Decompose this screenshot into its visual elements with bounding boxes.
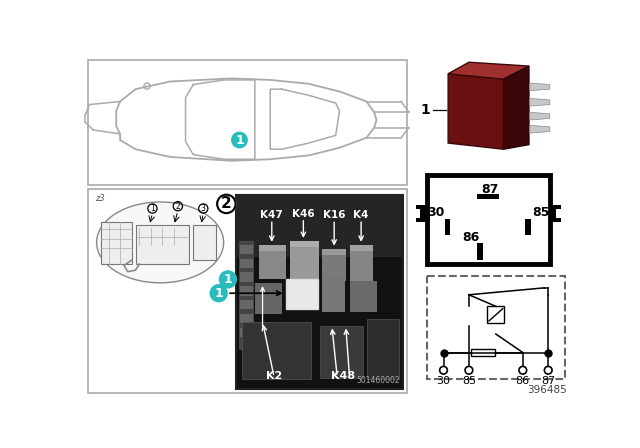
Text: 2: 2 [221, 196, 232, 211]
Bar [236, 195, 403, 389]
Circle shape [217, 195, 236, 213]
Circle shape [232, 132, 247, 148]
Text: K2: K2 [266, 371, 282, 381]
Text: 85: 85 [462, 376, 476, 386]
Text: 87: 87 [481, 183, 499, 196]
Bar [349, 245, 372, 251]
Text: 396485: 396485 [527, 385, 566, 395]
Text: 87: 87 [541, 376, 556, 386]
Bar [240, 286, 253, 296]
Text: K47: K47 [260, 210, 283, 220]
Bar [445, 219, 451, 236]
Text: 1: 1 [214, 287, 223, 300]
Text: K48: K48 [332, 371, 355, 381]
Text: 86: 86 [463, 231, 480, 244]
Bar [88, 189, 407, 392]
Text: 1: 1 [235, 134, 244, 146]
Bar [255, 283, 282, 314]
Text: 30: 30 [427, 206, 445, 219]
Bar [438, 58, 545, 155]
Bar [349, 281, 376, 312]
Polygon shape [530, 99, 550, 106]
Text: 86: 86 [516, 376, 530, 386]
Bar [322, 249, 346, 281]
Bar [427, 276, 565, 379]
Bar [322, 278, 345, 313]
Bar [88, 60, 407, 185]
Bar [193, 225, 216, 260]
Text: 2: 2 [175, 202, 180, 211]
Bar [101, 222, 132, 264]
Bar [242, 322, 311, 379]
Text: K4: K4 [353, 210, 369, 220]
Bar [259, 245, 285, 280]
Bar [471, 349, 495, 356]
Bar [349, 245, 372, 282]
Bar [488, 306, 504, 323]
Bar [367, 319, 399, 379]
Bar [136, 225, 189, 264]
Polygon shape [550, 205, 561, 222]
Polygon shape [504, 66, 529, 149]
Text: 3: 3 [201, 204, 205, 213]
Bar [259, 245, 285, 251]
Bar [240, 245, 253, 254]
Polygon shape [530, 112, 550, 120]
Bar [477, 243, 483, 260]
Polygon shape [448, 74, 504, 149]
Text: 1: 1 [420, 103, 430, 117]
Polygon shape [530, 83, 550, 90]
Bar [322, 249, 346, 255]
Polygon shape [530, 125, 550, 133]
Polygon shape [416, 205, 427, 222]
Text: 85: 85 [532, 206, 549, 219]
Bar [240, 272, 253, 282]
Bar [239, 241, 253, 349]
Text: K16: K16 [323, 210, 346, 220]
Text: 30: 30 [436, 376, 451, 386]
Bar [477, 194, 499, 199]
Ellipse shape [97, 202, 223, 283]
Bar [289, 241, 319, 247]
Bar [289, 241, 319, 280]
Bar [240, 258, 253, 268]
Circle shape [220, 271, 236, 288]
Bar [240, 300, 253, 310]
Text: K46: K46 [292, 208, 315, 219]
Bar [236, 195, 403, 257]
Bar [285, 280, 318, 309]
Bar [240, 314, 253, 323]
Bar [427, 176, 550, 264]
Text: z3: z3 [95, 194, 105, 203]
Bar [240, 328, 253, 337]
Text: 1: 1 [223, 273, 232, 286]
Polygon shape [448, 62, 529, 79]
Text: 1: 1 [150, 204, 155, 213]
Text: 501460002: 501460002 [356, 376, 399, 385]
Bar [525, 219, 531, 236]
Bar [320, 326, 363, 378]
Circle shape [210, 285, 227, 302]
